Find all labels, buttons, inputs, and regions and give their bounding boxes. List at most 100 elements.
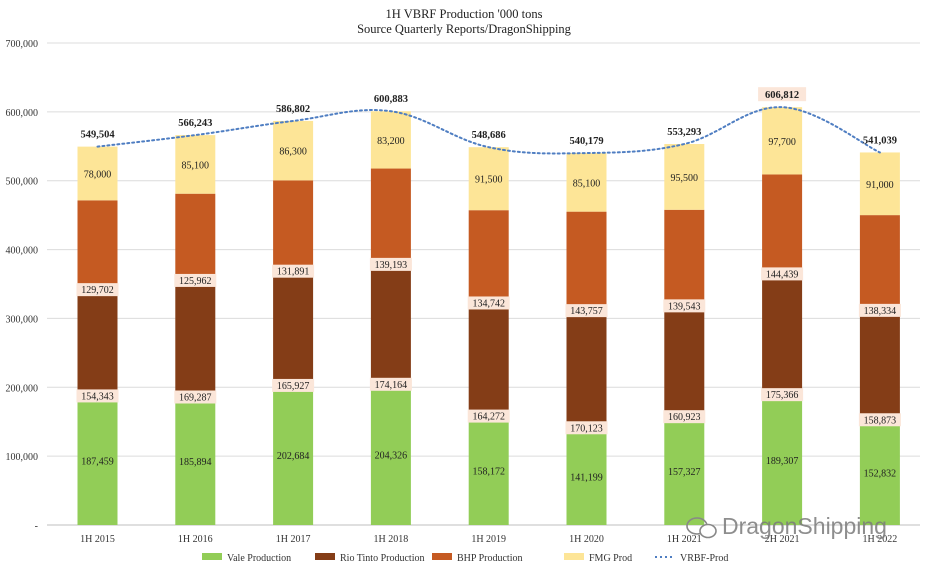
- segment-label-bg: [761, 267, 804, 281]
- bar-segment: [468, 147, 509, 211]
- segment-label: 144,439: [766, 269, 799, 280]
- bar-segment: [468, 416, 509, 525]
- segment-label: 83,200: [377, 136, 405, 147]
- segment-label-bg: [858, 303, 901, 317]
- segment-label: 129,702: [81, 285, 114, 296]
- total-label: 600,883: [374, 94, 408, 105]
- segment-label-bg: [858, 413, 901, 427]
- segment-label: 86,300: [279, 147, 307, 158]
- segment-label: 141,199: [570, 472, 603, 483]
- bar-segment: [566, 211, 607, 311]
- segment-label-bg: [663, 299, 706, 313]
- bar-segment: [370, 111, 411, 169]
- y-tick-label: 700,000: [6, 39, 39, 50]
- segment-label: 202,684: [277, 451, 310, 462]
- segment-label: 143,757: [570, 306, 603, 317]
- legend-label: VRBF-Prod: [680, 553, 728, 564]
- bar-segment: [273, 180, 314, 272]
- segment-label: 174,164: [375, 380, 408, 391]
- bar-segment: [762, 107, 803, 175]
- x-tick-label: 1H 2017: [276, 534, 311, 545]
- vrbf-line-path: [96, 106, 881, 155]
- legend-label: FMG Prod: [589, 553, 632, 564]
- bar-segment: [370, 168, 411, 265]
- bar-segment: [566, 427, 607, 525]
- bar-segment: [175, 280, 216, 397]
- legend-swatch: [432, 553, 452, 560]
- y-axis: - 100,000 200,000 300,000 400,000 500,000 600,…: [6, 39, 39, 532]
- bar-segment: [762, 273, 803, 395]
- y-tick-label: 600,000: [6, 108, 39, 119]
- segment-label-bg: [369, 377, 412, 391]
- bar-segment: [664, 416, 705, 525]
- total-label: 548,686: [472, 130, 506, 141]
- segment-label: 158,172: [472, 467, 505, 478]
- legend-swatch: [564, 553, 584, 560]
- segment-label: 152,832: [864, 468, 897, 479]
- segment-label-bg: [174, 390, 217, 404]
- y-tick-label: 300,000: [6, 314, 39, 325]
- segment-label: 139,193: [375, 260, 408, 271]
- total-label: 566,243: [178, 118, 212, 129]
- y-tick-label: 500,000: [6, 177, 39, 188]
- y-tick-label: 200,000: [6, 383, 39, 394]
- bar-segment: [273, 385, 314, 525]
- segment-label: 157,327: [668, 467, 701, 478]
- bar-segment: [370, 384, 411, 525]
- bars: [77, 107, 900, 525]
- total-label: 541,039: [863, 135, 897, 146]
- segment-labels: 187,459 154,343 129,702 78,000 185,894 169,28…: [76, 136, 901, 483]
- segment-label-bg: [663, 410, 706, 424]
- legend: Vale Production Rio Tinto Production BHP P…: [202, 553, 728, 564]
- segment-label: 85,100: [182, 160, 210, 171]
- segment-label: 169,287: [179, 392, 212, 403]
- total-label: 606,812: [765, 90, 799, 101]
- watermark: DragonShipping: [686, 513, 887, 539]
- segment-label: 165,927: [277, 381, 310, 392]
- bar-segment: [175, 135, 216, 194]
- y-tick-label: 400,000: [6, 246, 39, 257]
- bar-segment: [468, 302, 509, 417]
- bar-segment: [859, 215, 900, 311]
- bar-segment: [77, 289, 118, 396]
- legend-swatch: [315, 553, 335, 560]
- chart-title: 1H VBRF Production '000 tons: [386, 7, 543, 21]
- segment-label: 95,500: [671, 173, 699, 184]
- x-tick-label: 1H 2021: [667, 534, 702, 545]
- segment-label-bg: [565, 421, 608, 435]
- total-label: 549,504: [80, 130, 115, 141]
- segment-label: 204,326: [375, 451, 408, 462]
- bar-segment: [370, 264, 411, 385]
- segment-label: 187,459: [81, 456, 114, 467]
- x-tick-label: 1H 2016: [178, 534, 213, 545]
- wechat-icon-bubble: [699, 523, 717, 539]
- segment-label-bg: [76, 283, 119, 297]
- segment-label: 175,366: [766, 390, 799, 401]
- segment-label-bg: [761, 388, 804, 402]
- segment-label: 139,543: [668, 301, 701, 312]
- segment-label: 85,100: [573, 178, 601, 189]
- segment-label: 170,123: [570, 423, 603, 434]
- segment-label: 158,873: [864, 415, 897, 426]
- x-axis: 1H 2015 1H 2016 1H 2017 1H 2018 1H 2019 1H 20…: [80, 534, 897, 545]
- bar-segment: [859, 310, 900, 420]
- bar-segment: [566, 310, 607, 428]
- segment-label-bg: [76, 389, 119, 403]
- bar-segment: [468, 210, 509, 303]
- segment-label-bg: [272, 378, 315, 392]
- segment-label: 78,000: [84, 169, 112, 180]
- segment-label: 189,307: [766, 456, 799, 467]
- bar-segment: [77, 146, 118, 201]
- segment-label: 185,894: [179, 457, 212, 468]
- segment-label: 154,343: [81, 391, 114, 402]
- bar-segment: [762, 174, 803, 274]
- x-tick-label: 1H 2020: [569, 534, 604, 545]
- segment-label: 97,700: [768, 137, 796, 148]
- x-tick-label: 2H 2021: [765, 534, 800, 545]
- x-tick-label: 1H 2022: [863, 534, 898, 545]
- bar-segment: [664, 305, 705, 417]
- bar-segment: [762, 394, 803, 525]
- total-label: 586,802: [276, 104, 310, 115]
